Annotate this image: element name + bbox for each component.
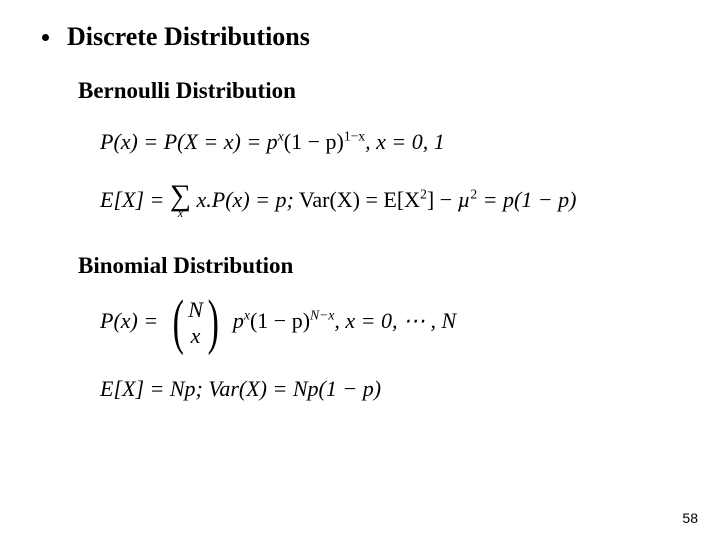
eq-sup: 1−x [344, 129, 365, 144]
section-title-binomial: Binomial Distribution [78, 253, 690, 279]
bullet-icon [42, 34, 49, 41]
section-title-bernoulli: Bernoulli Distribution [78, 78, 690, 104]
eq-sup: 2 [420, 187, 427, 202]
eq-text: E[X] = [100, 187, 170, 212]
binom-coeff: (Nx) [164, 297, 228, 348]
heading: Discrete Distributions [67, 22, 310, 52]
binomial-moments: E[X] = Np; Var(X) = Np(1 − p) [100, 378, 690, 401]
eq-text: , x = 0, 1 [365, 129, 445, 154]
heading-row: Discrete Distributions [42, 22, 690, 52]
eq-text: E[X] = Np; Var(X) = Np(1 − p) [100, 376, 381, 401]
eq-text: P(x) = [100, 308, 164, 333]
eq-text: P(x) = P(X = x) = p [100, 129, 278, 154]
eq-text: p [227, 308, 244, 333]
eq-sup: N−x [310, 307, 334, 322]
binom-top: N [188, 297, 203, 322]
sum-icon: ∑x [170, 184, 191, 219]
eq-text: (1 − p) [284, 129, 344, 154]
eq-text: , x = 0, ⋯ , N [334, 308, 456, 333]
binomial-pmf: P(x) = (Nx) px (1 − p)N−x, x = 0, ⋯ , N [100, 297, 690, 348]
eq-text: µ [458, 187, 471, 212]
bernoulli-pmf: P(x) = P(X = x) = px(1 − p)1−x, x = 0, 1 [100, 130, 690, 154]
bernoulli-moments: E[X] = ∑x x.P(x) = p; Var(X) = E[X2] − µ… [100, 184, 690, 219]
eq-text: = p(1 − p) [477, 187, 576, 212]
eq-text: (1 − p) [250, 308, 310, 333]
page-number: 58 [682, 510, 698, 526]
eq-text: x.P(x) = p; [197, 187, 294, 212]
eq-text: ] − [427, 187, 458, 212]
eq-text: Var(X) = E[X [294, 187, 420, 212]
binom-bot: x [188, 323, 203, 348]
slide: Discrete Distributions Bernoulli Distrib… [0, 0, 720, 540]
